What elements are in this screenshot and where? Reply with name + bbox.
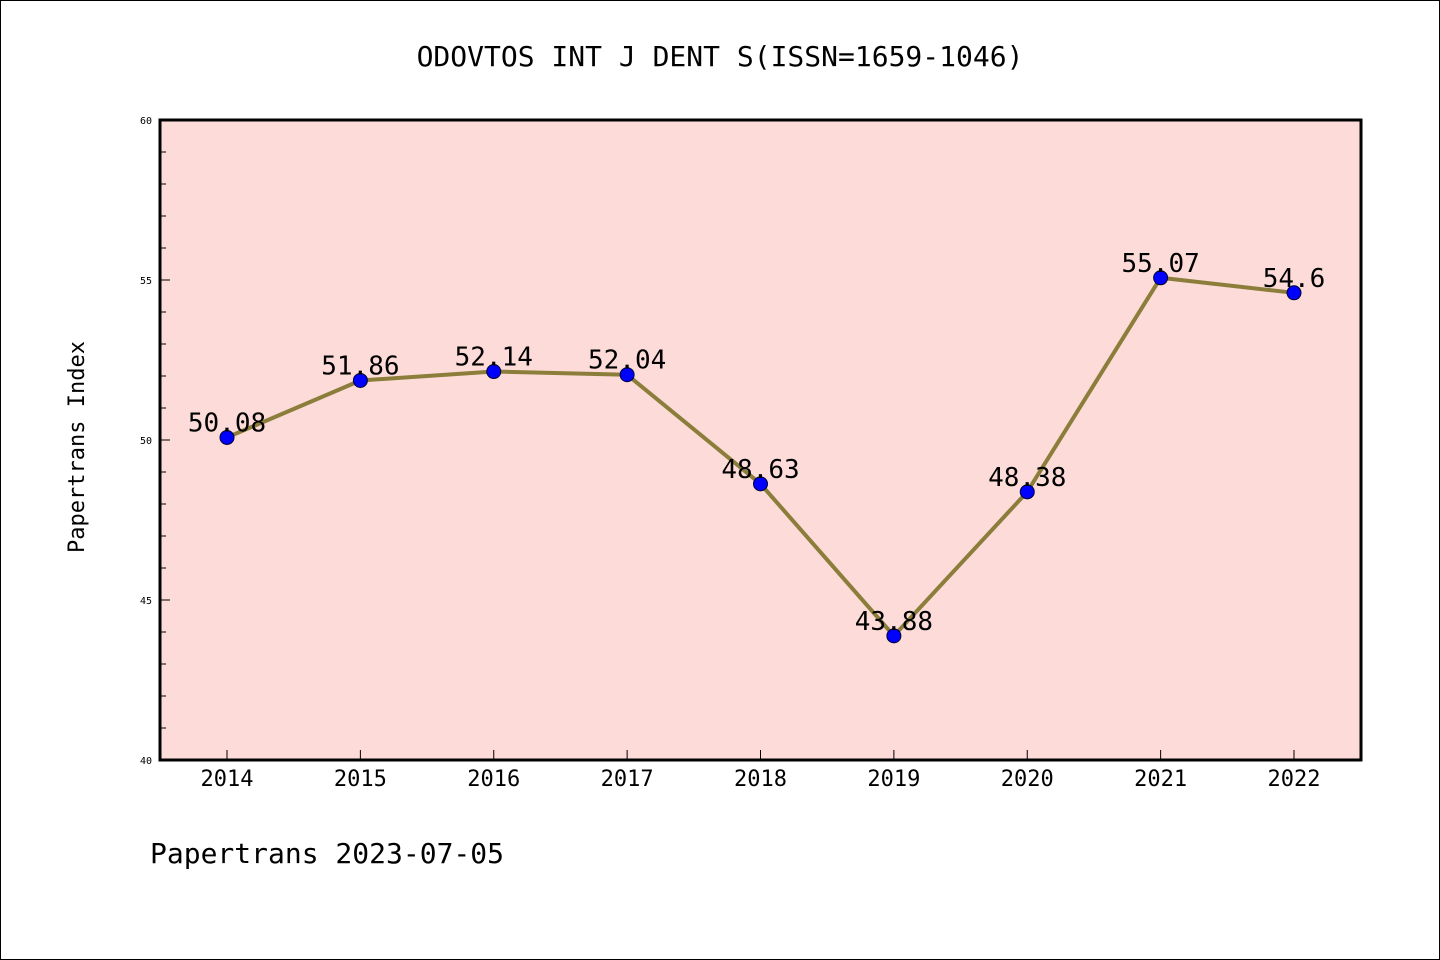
x-tick-label: 2015 [334,767,387,792]
x-tick-label: 2016 [467,767,520,792]
x-tick-label: 2018 [734,767,787,792]
series-layer: 50.08 51.86 52.14 52.04 48.63 43.88 48.38 55.07… [188,249,1326,644]
data-point [486,364,502,380]
data-point [219,429,235,445]
data-label: 48.63 [721,455,799,485]
chart-title: ODOVTOS INT J DENT S(ISSN=1659-1046) [417,40,1024,73]
data-label: 43.88 [855,607,933,637]
footer-text: Papertrans 2023-07-05 [150,837,504,870]
data-label: 48.38 [988,463,1066,493]
x-tick-label: 2017 [601,767,654,792]
x-tick-label: 2022 [1268,767,1321,792]
y-axis-label: Papertrans Index [65,341,90,553]
data-label: 51.86 [321,351,399,381]
data-label: 52.14 [455,343,533,373]
plot-area [158,118,1363,762]
x-tick-label: 2014 [201,767,254,792]
data-point [1153,270,1169,286]
data-label: 54.6 [1263,264,1326,294]
x-tick-label: 2021 [1134,767,1187,792]
data-point [886,628,902,644]
x-axis: 2014 2015 2016 2017 2018 2019 2020 2021 2022 [201,750,1321,792]
data-label: 55.07 [1121,249,1199,279]
data-point [1019,484,1035,500]
y-tick-label: 60 [140,116,152,127]
data-point [352,372,368,388]
data-point [1286,285,1302,301]
y-tick-label: 55 [140,276,152,287]
data-label: 52.04 [588,346,666,376]
y-tick-label: 45 [140,596,152,607]
y-tick-label: 40 [140,756,152,767]
x-tick-label: 2019 [867,767,920,792]
data-point [753,476,768,492]
data-point [619,367,635,383]
x-tick-label: 2020 [1001,767,1054,792]
y-tick-label: 50 [140,436,152,447]
data-label: 50.08 [188,408,266,438]
y-axis: 40 45 50 55 60 [140,116,170,767]
